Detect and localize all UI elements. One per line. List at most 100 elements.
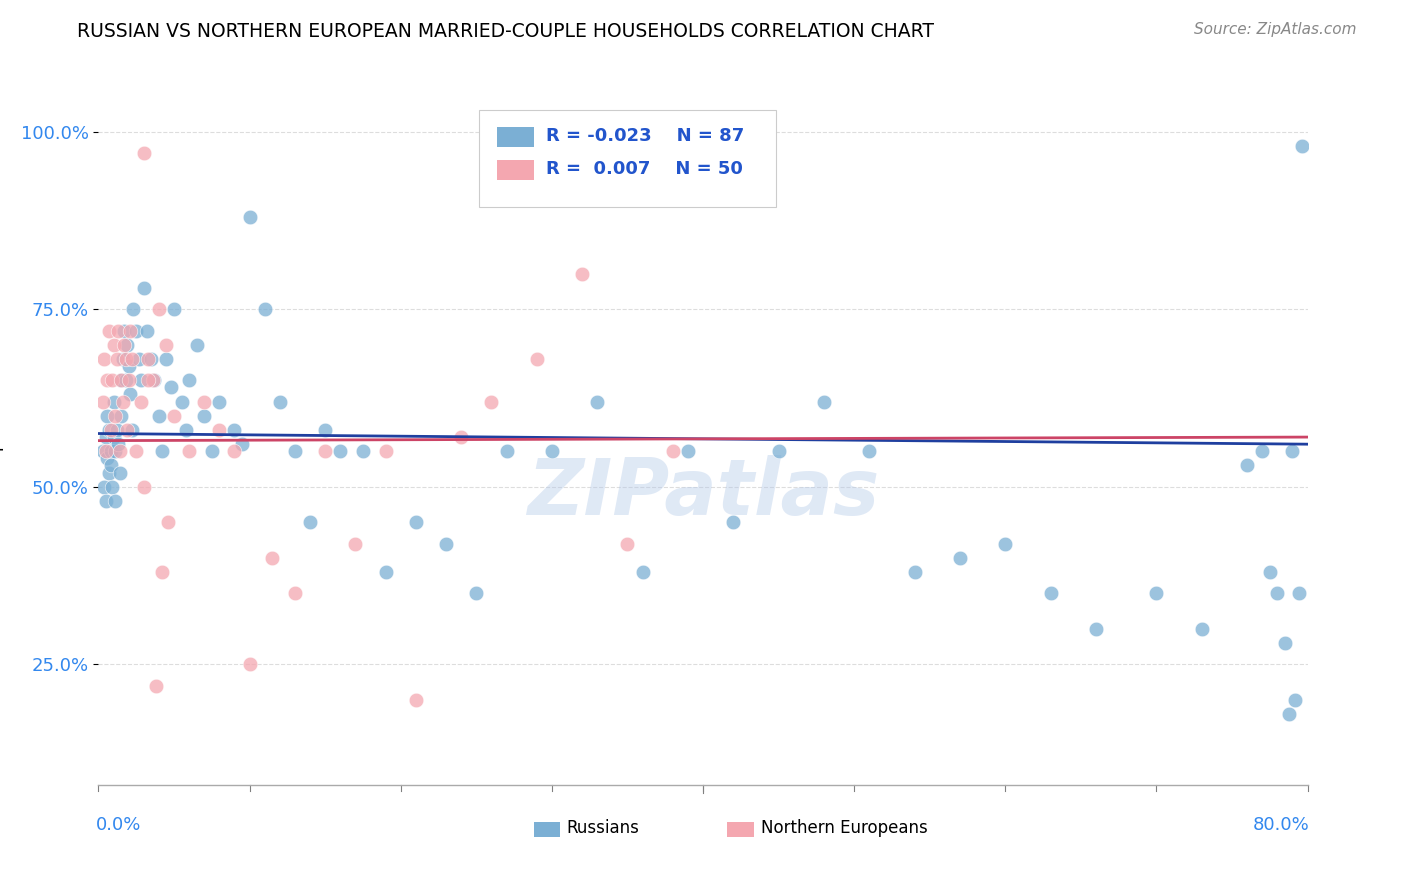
Point bbox=[103, 394, 125, 409]
Point bbox=[94, 444, 117, 458]
Point bbox=[1278, 706, 1301, 721]
Point bbox=[858, 444, 880, 458]
Point bbox=[661, 444, 683, 458]
Point bbox=[150, 444, 173, 458]
Point bbox=[101, 480, 124, 494]
Point bbox=[121, 423, 143, 437]
Point bbox=[179, 373, 201, 387]
Point bbox=[239, 210, 262, 224]
Point bbox=[125, 444, 148, 458]
Point bbox=[111, 394, 134, 409]
Text: R = -0.023    N = 87: R = -0.023 N = 87 bbox=[546, 127, 744, 145]
Point bbox=[949, 550, 972, 565]
Point bbox=[94, 494, 117, 508]
Text: ZIPatlas: ZIPatlas bbox=[527, 455, 879, 531]
Point bbox=[344, 536, 367, 550]
Text: 0.0%: 0.0% bbox=[96, 816, 142, 834]
Point bbox=[526, 351, 548, 366]
Point bbox=[314, 444, 336, 458]
Point bbox=[93, 351, 115, 366]
Point bbox=[110, 409, 132, 423]
Point bbox=[132, 281, 155, 295]
Point bbox=[136, 351, 159, 366]
Point bbox=[118, 359, 141, 373]
Bar bbox=[534, 822, 561, 837]
Point bbox=[201, 444, 224, 458]
Point bbox=[163, 409, 186, 423]
Point bbox=[1258, 565, 1281, 579]
Point bbox=[1236, 458, 1258, 473]
Point bbox=[96, 409, 118, 423]
Point bbox=[160, 380, 183, 394]
Point bbox=[352, 444, 374, 458]
Point bbox=[143, 373, 166, 387]
Point bbox=[150, 565, 173, 579]
Point bbox=[129, 394, 152, 409]
Point bbox=[128, 351, 150, 366]
Point bbox=[284, 444, 307, 458]
Point bbox=[284, 586, 307, 600]
Point bbox=[156, 516, 179, 530]
Point bbox=[450, 430, 472, 444]
Point bbox=[179, 444, 201, 458]
Point bbox=[112, 324, 135, 338]
Point bbox=[132, 146, 155, 161]
Point bbox=[145, 679, 167, 693]
Point bbox=[174, 423, 197, 437]
Point bbox=[141, 351, 163, 366]
Point bbox=[571, 267, 593, 281]
Text: Russians: Russians bbox=[567, 819, 640, 837]
Point bbox=[98, 324, 121, 338]
Point bbox=[148, 302, 170, 317]
Text: Northern Europeans: Northern Europeans bbox=[761, 819, 928, 837]
Point bbox=[329, 444, 352, 458]
Point bbox=[100, 444, 122, 458]
Point bbox=[108, 444, 131, 458]
Point bbox=[100, 423, 122, 437]
Point bbox=[91, 444, 114, 458]
Point bbox=[723, 516, 745, 530]
Text: Source: ZipAtlas.com: Source: ZipAtlas.com bbox=[1194, 22, 1357, 37]
Point bbox=[314, 423, 336, 437]
Point bbox=[135, 324, 157, 338]
Point bbox=[1284, 692, 1306, 706]
Y-axis label: Married-couple Households: Married-couple Households bbox=[0, 324, 4, 550]
Point bbox=[405, 516, 427, 530]
Point bbox=[114, 373, 136, 387]
Text: 80.0%: 80.0% bbox=[1253, 816, 1310, 834]
Point bbox=[91, 394, 114, 409]
Point bbox=[994, 536, 1017, 550]
Point bbox=[105, 351, 128, 366]
Point bbox=[1191, 622, 1213, 636]
Point bbox=[224, 423, 246, 437]
Point bbox=[269, 394, 291, 409]
Point bbox=[103, 430, 125, 444]
Point bbox=[93, 480, 115, 494]
Point bbox=[208, 394, 231, 409]
Text: RUSSIAN VS NORTHERN EUROPEAN MARRIED-COUPLE HOUSEHOLDS CORRELATION CHART: RUSSIAN VS NORTHERN EUROPEAN MARRIED-COU… bbox=[77, 22, 935, 41]
Point bbox=[193, 409, 215, 423]
Point bbox=[132, 480, 155, 494]
Bar bbox=[498, 161, 534, 179]
Point bbox=[1274, 636, 1296, 650]
Point bbox=[120, 387, 142, 401]
Point bbox=[1144, 586, 1167, 600]
Point bbox=[122, 302, 145, 317]
Point bbox=[224, 444, 246, 458]
Point bbox=[148, 409, 170, 423]
Point bbox=[155, 351, 177, 366]
Point bbox=[193, 394, 215, 409]
Point bbox=[231, 437, 253, 451]
Point bbox=[115, 423, 138, 437]
Point bbox=[540, 444, 562, 458]
Point bbox=[118, 373, 141, 387]
Point bbox=[1288, 586, 1310, 600]
Point bbox=[104, 494, 127, 508]
Point bbox=[121, 351, 143, 366]
Point bbox=[253, 302, 276, 317]
Point bbox=[299, 516, 322, 530]
Point bbox=[129, 373, 152, 387]
Point bbox=[1267, 586, 1289, 600]
Point bbox=[136, 373, 159, 387]
Point bbox=[186, 338, 208, 352]
